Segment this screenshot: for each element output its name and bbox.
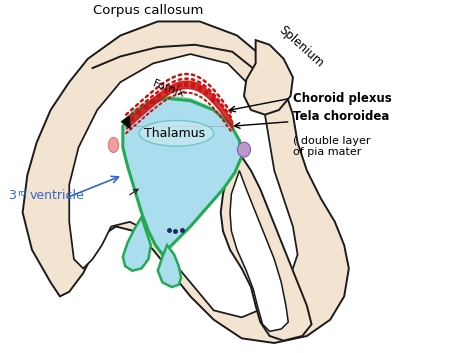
Text: Tela choroidea: Tela choroidea [293, 110, 389, 124]
Polygon shape [123, 96, 230, 126]
Text: ( double layer
of pia mater: ( double layer of pia mater [293, 136, 370, 157]
Polygon shape [230, 170, 288, 331]
Ellipse shape [237, 142, 251, 157]
Polygon shape [23, 22, 349, 343]
Polygon shape [158, 245, 181, 287]
Ellipse shape [109, 137, 118, 152]
Text: Corpus callosum: Corpus callosum [93, 4, 204, 17]
Bar [137, 110, 141, 115]
Text: Thalamus: Thalamus [144, 127, 205, 140]
Bar [164, 89, 168, 94]
Bar [157, 94, 161, 98]
Bar [150, 99, 155, 104]
Bar [130, 116, 135, 121]
Text: 3: 3 [8, 189, 16, 202]
Polygon shape [69, 54, 298, 317]
Polygon shape [221, 157, 311, 341]
Text: ventricle: ventricle [30, 189, 84, 202]
Bar [144, 104, 148, 109]
Bar [198, 86, 202, 90]
Polygon shape [244, 40, 293, 115]
Bar [177, 83, 182, 88]
Ellipse shape [139, 120, 214, 146]
Text: rd: rd [17, 189, 27, 198]
Bar [171, 85, 175, 90]
Text: Splenium: Splenium [277, 24, 327, 71]
Bar [184, 82, 188, 86]
Polygon shape [120, 115, 131, 130]
Bar [211, 97, 215, 102]
Polygon shape [123, 98, 242, 255]
Text: Choroid plexus: Choroid plexus [293, 92, 392, 105]
Bar [204, 91, 209, 95]
Bar [191, 83, 195, 88]
Polygon shape [123, 217, 151, 271]
Text: Fornix: Fornix [151, 78, 186, 100]
